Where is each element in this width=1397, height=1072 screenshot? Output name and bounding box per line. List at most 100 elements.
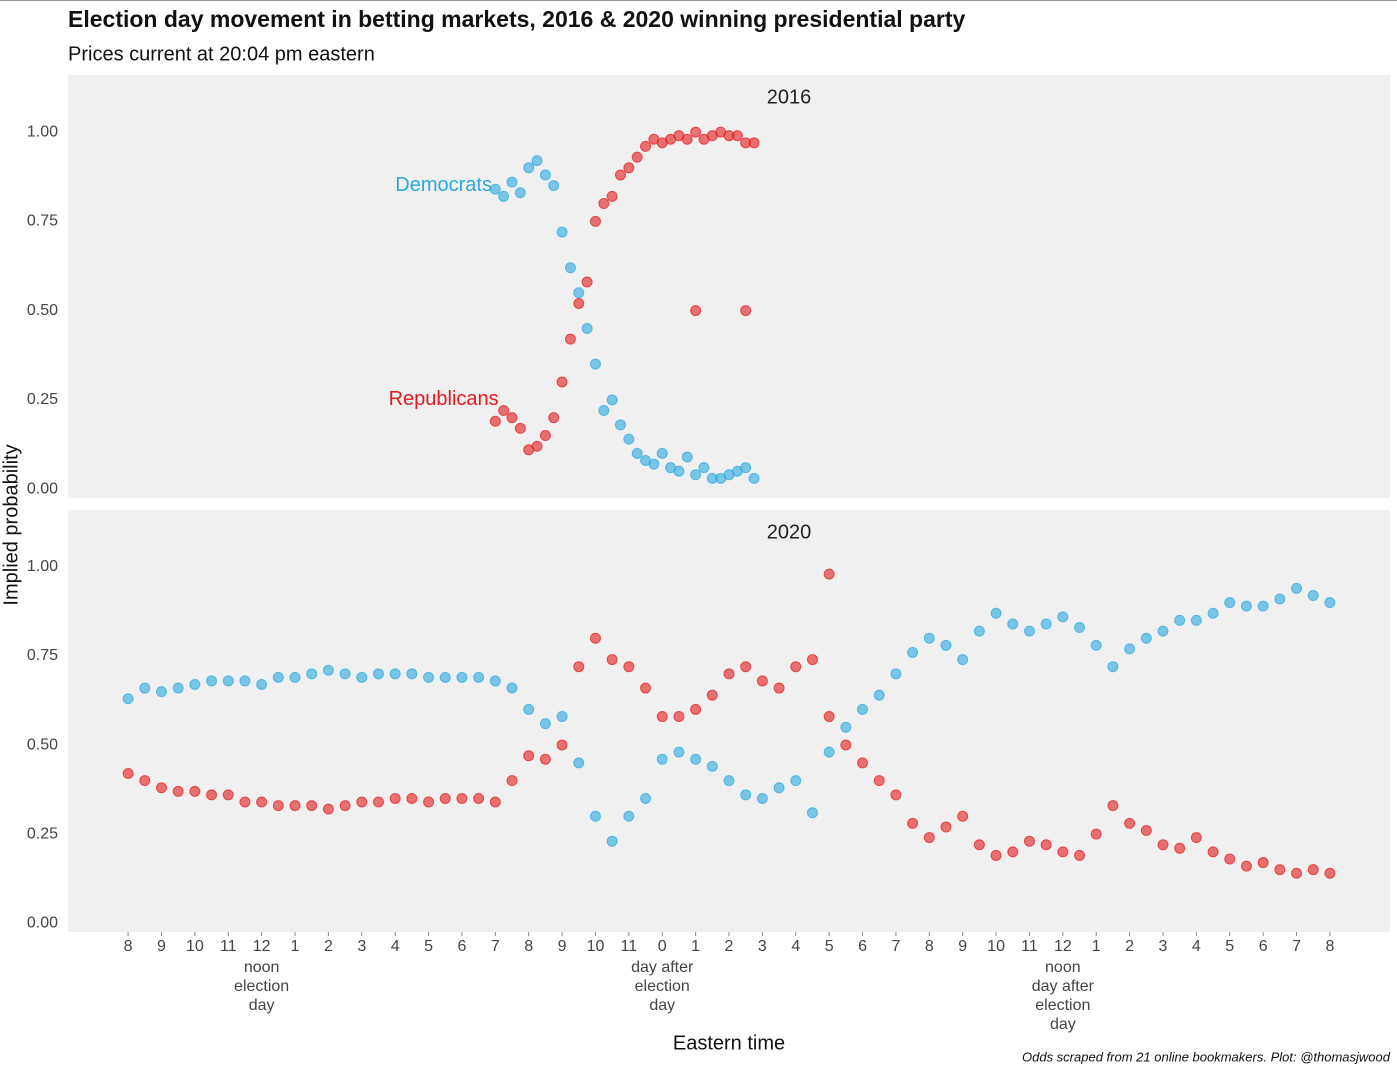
x-tick-label: 8 [524, 938, 533, 955]
data-point [1174, 614, 1186, 626]
x-tick-label: 10 [987, 938, 1005, 955]
x-tick-label: 6 [1259, 938, 1268, 955]
data-point [189, 785, 201, 797]
data-point [155, 686, 167, 698]
data-point [356, 796, 368, 808]
y-tick-label: 0.50 [27, 302, 58, 319]
x-tick-label: 1 [1092, 938, 1101, 955]
data-point [673, 465, 685, 477]
data-point [473, 671, 485, 683]
data-point [790, 775, 802, 787]
x-tick-label: 3 [357, 938, 366, 955]
data-point [523, 162, 535, 174]
data-point [806, 807, 818, 819]
data-point [740, 305, 752, 317]
data-point [890, 668, 902, 680]
x-tick-sublabel: noon [1045, 959, 1081, 976]
facet-label: 2016 [767, 86, 812, 108]
data-point [539, 430, 551, 442]
x-tick-label: 6 [457, 938, 466, 955]
data-point [506, 412, 518, 424]
data-point [1140, 632, 1152, 644]
data-point [648, 458, 660, 470]
data-point [573, 757, 585, 769]
data-point [1240, 600, 1252, 612]
data-point [790, 661, 802, 673]
data-point [514, 187, 526, 199]
data-point [239, 675, 251, 687]
data-point [1307, 864, 1319, 876]
data-point [1224, 597, 1236, 609]
data-point [531, 155, 543, 167]
x-tick-label: 3 [758, 938, 767, 955]
data-point [189, 678, 201, 690]
data-point [973, 625, 985, 637]
data-point [1040, 839, 1052, 851]
y-tick-label: 0.75 [27, 647, 58, 664]
data-point [439, 792, 451, 804]
data-point [506, 176, 518, 188]
data-point [1224, 853, 1236, 865]
annotation: Democrats [395, 174, 492, 196]
data-point [573, 661, 585, 673]
data-point [748, 472, 760, 484]
data-point [1107, 661, 1119, 673]
data-point [139, 775, 151, 787]
data-point [1190, 832, 1202, 844]
data-point [1257, 857, 1269, 869]
x-tick-sublabel: election [234, 978, 289, 995]
data-point [606, 190, 618, 202]
data-point [623, 162, 635, 174]
data-point [548, 180, 560, 192]
data-point [206, 675, 218, 687]
data-point [548, 412, 560, 424]
x-tick-sublabel: day after [1032, 978, 1095, 995]
data-point [1124, 643, 1136, 655]
chart-subtitle: Prices current at 20:04 pm eastern [68, 43, 375, 65]
data-point [1240, 860, 1252, 872]
y-tick-label: 0.75 [27, 213, 58, 230]
data-point [1274, 593, 1286, 605]
data-point [1274, 864, 1286, 876]
data-point [1023, 835, 1035, 847]
data-point [306, 800, 318, 812]
x-tick-label: 7 [891, 938, 900, 955]
y-tick-label: 0.50 [27, 736, 58, 753]
data-point [539, 169, 551, 181]
data-point [623, 661, 635, 673]
data-point [573, 297, 585, 309]
data-point [698, 462, 710, 474]
data-point [506, 682, 518, 694]
data-point [322, 803, 334, 815]
x-tick-label: 12 [1054, 938, 1072, 955]
data-point [172, 785, 184, 797]
data-point [1257, 600, 1269, 612]
data-point [531, 440, 543, 452]
data-point [857, 757, 869, 769]
x-tick-sublabel: day after [631, 959, 694, 976]
caption: Odds scraped from 21 online bookmakers. … [1022, 1049, 1391, 1064]
data-point [973, 839, 985, 851]
data-point [957, 810, 969, 822]
data-point [1040, 618, 1052, 630]
data-point [631, 151, 643, 163]
data-point [748, 137, 760, 149]
data-point [1157, 625, 1169, 637]
x-tick-sublabel: noon [244, 959, 280, 976]
data-point [1090, 828, 1102, 840]
x-tick-label: 11 [621, 938, 638, 955]
data-point [656, 753, 668, 765]
x-tick-label: 1 [691, 938, 700, 955]
data-point [272, 671, 284, 683]
data-point [289, 671, 301, 683]
data-point [923, 632, 935, 644]
data-point [589, 632, 601, 644]
data-point [823, 711, 835, 723]
x-tick-sublabel: day [249, 997, 275, 1014]
data-point [1074, 622, 1086, 634]
data-point [640, 792, 652, 804]
data-point [773, 782, 785, 794]
data-point [656, 711, 668, 723]
x-tick-sublabel: day [649, 997, 675, 1014]
data-point [631, 447, 643, 459]
